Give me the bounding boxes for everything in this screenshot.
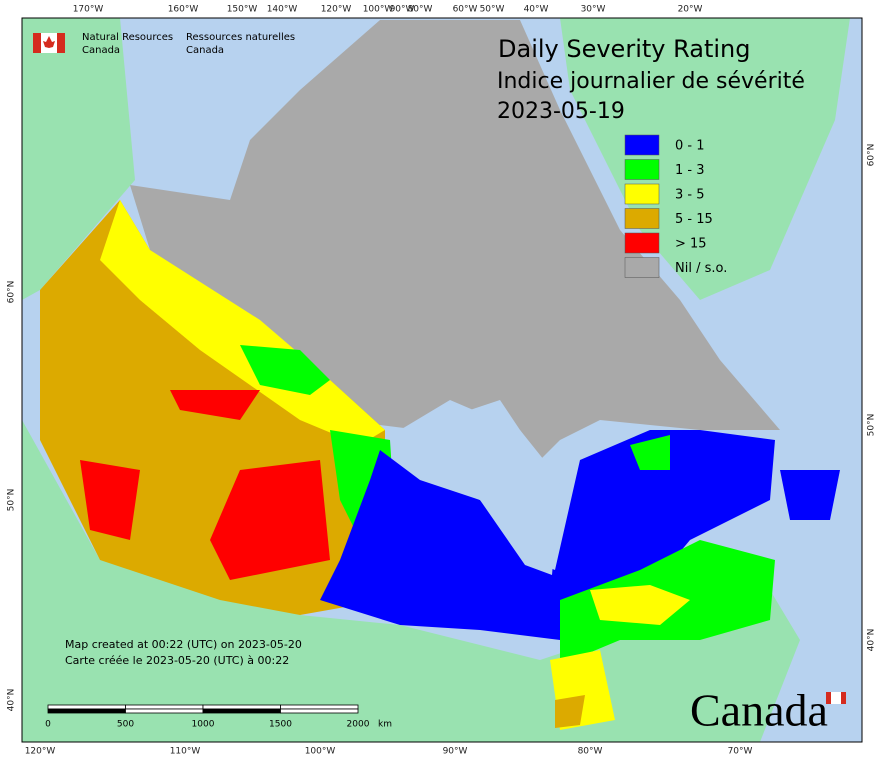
land xyxy=(22,420,800,742)
graticule-label: 80°W xyxy=(408,5,433,15)
map-area xyxy=(21,17,863,743)
scale-bar: 0 500 1000 1500 2000 km xyxy=(45,704,392,730)
scale-label: 1000 xyxy=(192,720,215,730)
graticule-label: 50°N xyxy=(7,489,17,512)
scale-segment xyxy=(47,708,126,714)
legend-label: 5 - 15 xyxy=(675,212,713,227)
flag-field xyxy=(831,692,841,704)
legend-swatch xyxy=(624,208,660,229)
map-date: 2023-05-19 xyxy=(497,99,625,124)
flag-band xyxy=(57,33,65,53)
graticule-label: 70°W xyxy=(728,747,753,757)
region-0-1 xyxy=(320,430,775,640)
graticule-label: 160°W xyxy=(168,5,199,15)
agency-fr: Ressources naturelles xyxy=(186,32,295,43)
region-1-3 xyxy=(240,345,330,395)
graticule-label: 120°W xyxy=(25,747,56,757)
hudson-bay xyxy=(400,400,560,575)
land xyxy=(22,18,135,300)
legend-label: > 15 xyxy=(675,237,707,252)
region-3-5 xyxy=(590,585,690,625)
maple-leaf xyxy=(43,36,55,48)
region-15 xyxy=(170,390,260,420)
region-15 xyxy=(210,460,330,580)
graticule-label: 60°N xyxy=(867,144,877,167)
agency-en: Natural Resources xyxy=(82,32,173,43)
scale-segment xyxy=(125,704,204,710)
region-0-1 xyxy=(780,470,840,520)
graticule-label: 40°N xyxy=(867,629,877,652)
scale-segment xyxy=(202,704,281,710)
scale-label: 1500 xyxy=(269,720,292,730)
country-en: Canada xyxy=(82,45,120,56)
scale-segment xyxy=(202,708,281,714)
legend-swatch xyxy=(624,183,660,205)
graticule-label: 20°W xyxy=(678,5,703,15)
map-border xyxy=(21,17,863,743)
legend-swatch xyxy=(624,232,660,254)
legend-label: Nil / s.o. xyxy=(675,261,727,276)
scale-segment xyxy=(280,708,359,714)
graticule-label: 110°W xyxy=(170,747,201,757)
country-fr: Canada xyxy=(186,45,224,56)
region-5-15 xyxy=(555,695,585,728)
graticule-label: 150°W xyxy=(227,5,258,15)
created-fr: Carte créée le 2023-05-20 (UTC) à 00:22 xyxy=(65,654,289,667)
agency-logo: Natural Resources Canada Ressources natu… xyxy=(33,32,295,56)
scale-segment xyxy=(47,704,126,710)
legend-label: 3 - 5 xyxy=(675,188,705,203)
graticule-label: 140°W xyxy=(267,5,298,15)
scale-unit: km xyxy=(378,720,392,730)
legend-swatch xyxy=(624,134,660,156)
region-1-3 xyxy=(630,435,670,470)
flag-band xyxy=(841,692,846,704)
graticule-label: 30°W xyxy=(581,5,606,15)
legend: 0 - 1 1 - 3 3 - 5 5 - 15 > 15 Nil / s.o. xyxy=(624,134,727,278)
graticule-label: 100°W xyxy=(305,747,336,757)
region-15 xyxy=(80,460,140,540)
title-en: Daily Severity Rating xyxy=(498,35,750,63)
graticule-label: 170°W xyxy=(73,5,104,15)
legend-label: 1 - 3 xyxy=(675,163,705,178)
greenland xyxy=(560,18,850,300)
graticule-label: 50°W xyxy=(480,5,505,15)
graticule-label: 90°W xyxy=(390,5,415,15)
scale-label: 2000 xyxy=(347,720,370,730)
flag-band xyxy=(33,33,41,53)
graticule-label: 50°N xyxy=(867,414,877,437)
graticule-label: 80°W xyxy=(578,747,603,757)
scale-segment xyxy=(280,704,359,710)
created-en: Map created at 00:22 (UTC) on 2023-05-20 xyxy=(65,638,302,651)
scale-segment xyxy=(125,708,204,714)
graticule-label: 60°W xyxy=(453,5,478,15)
scale-label: 0 xyxy=(45,720,51,730)
wordmark: Canada xyxy=(690,685,828,736)
legend-swatch xyxy=(624,257,660,278)
graticule-labels: 170°W 160°W 150°W 140°W 120°W 100°W90°W80°W 60… xyxy=(7,5,877,757)
graticule-label: 40°W xyxy=(524,5,549,15)
legend-swatch xyxy=(624,159,660,180)
title-fr: Indice journalier de sévérité xyxy=(497,69,805,94)
graticule-label: 40°N xyxy=(7,689,17,712)
graticule-label: 90°W xyxy=(443,747,468,757)
legend-label: 0 - 1 xyxy=(675,139,705,154)
flag-band xyxy=(826,692,831,704)
canada-wordmark: Canada xyxy=(690,685,846,736)
graticule-label: 120°W xyxy=(321,5,352,15)
graticule-label: 100°W xyxy=(363,5,394,15)
scale-label: 500 xyxy=(117,720,134,730)
graticule-label: 60°N xyxy=(7,281,17,304)
